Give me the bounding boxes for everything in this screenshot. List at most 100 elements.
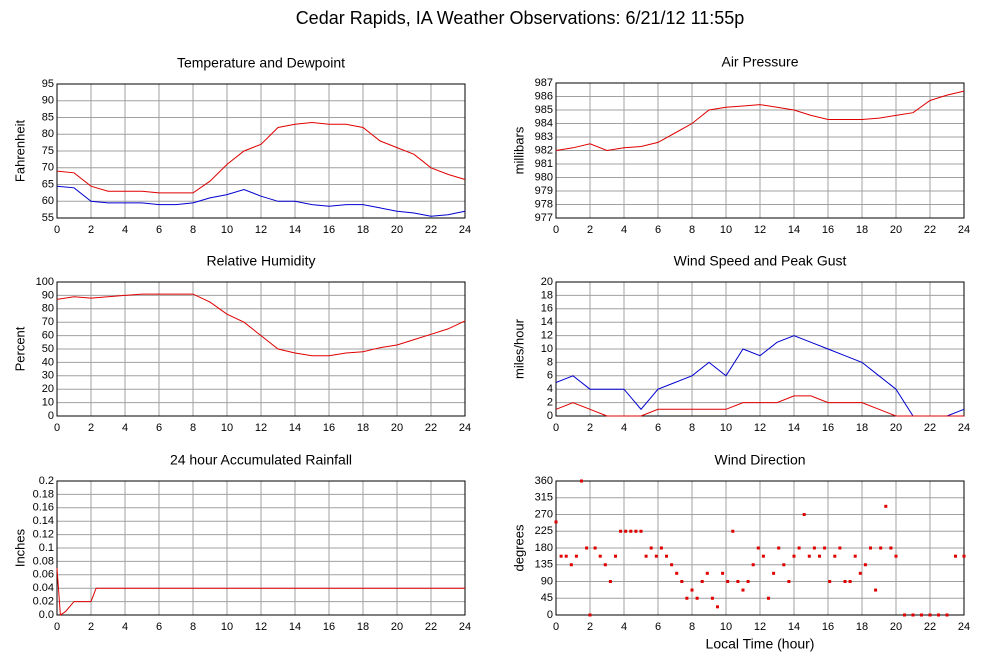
data-point	[726, 580, 730, 583]
data-point	[767, 596, 770, 600]
data-point	[746, 580, 750, 583]
y-tick-label: 30	[42, 370, 54, 382]
y-tick-label: 0.0	[39, 609, 54, 621]
data-point	[690, 588, 694, 592]
data-point	[792, 554, 796, 558]
x-tick-label: 18	[856, 422, 868, 434]
x-tick-label: 24	[958, 422, 970, 434]
y-tick-label: 0.2	[39, 475, 54, 487]
y-tick-label: 0.02	[33, 596, 54, 608]
y-tick-label: 70	[42, 162, 54, 174]
data-point	[593, 546, 597, 550]
x-tick-label: 2	[88, 621, 94, 633]
page-title: Cedar Rapids, IA Weather Observations: 6…	[296, 8, 745, 28]
y-tick-label: 983	[535, 131, 553, 143]
x-tick-label: 12	[255, 224, 267, 236]
y-tick-label: 60	[42, 330, 54, 342]
x-tick-label: 8	[689, 422, 695, 434]
y-tick-label: 180	[535, 542, 553, 554]
data-line	[555, 395, 964, 417]
y-tick-label: 0.1	[39, 542, 54, 554]
x-tick-label: 14	[788, 621, 800, 633]
y-tick-label: 270	[535, 508, 553, 520]
y-tick-label: 360	[535, 475, 553, 487]
data-point	[569, 563, 573, 567]
y-tick-label: 0.08	[33, 555, 54, 567]
x-tick-label: 10	[221, 621, 233, 633]
data-point	[649, 546, 653, 550]
x-tick-label: 0	[54, 621, 60, 633]
data-point	[937, 613, 940, 617]
data-point	[911, 613, 915, 617]
chart-title: Temperature and Dewpoint	[177, 55, 345, 71]
x-tick-label: 14	[289, 224, 301, 236]
data-point	[639, 529, 643, 533]
data-point	[772, 571, 776, 575]
data-point	[879, 546, 883, 550]
x-tick-label: 12	[754, 422, 766, 434]
data-point	[741, 588, 745, 592]
x-tick-label: 4	[621, 621, 627, 633]
x-tick-label: 4	[621, 224, 627, 236]
x-tick-label: 8	[190, 422, 196, 434]
x-tick-label: 16	[323, 422, 335, 434]
data-point	[598, 554, 602, 558]
data-point	[721, 571, 725, 575]
data-point	[797, 546, 801, 550]
x-tick-label: 22	[425, 621, 437, 633]
x-tick-label: 6	[655, 621, 661, 633]
x-tick-label: 12	[255, 422, 267, 434]
y-tick-label: 6	[547, 370, 553, 382]
x-tick-label: 10	[221, 422, 233, 434]
x-tick-label: 14	[289, 422, 301, 434]
x-tick-label: 20	[890, 422, 902, 434]
y-tick-label: 14	[541, 316, 553, 328]
y-tick-label: 225	[535, 525, 553, 537]
y-tick-label: 85	[42, 111, 54, 123]
data-point	[608, 580, 612, 583]
x-tick-label: 0	[553, 224, 559, 236]
data-point	[634, 529, 638, 533]
x-tick-label: 24	[459, 422, 471, 434]
y-axis-label: Percent	[12, 326, 27, 371]
x-tick-label: 2	[587, 422, 593, 434]
x-tick-label: 24	[958, 621, 970, 633]
data-point	[705, 571, 709, 575]
x-tick-label: 10	[720, 224, 732, 236]
chart-title: 24 hour Accumulated Rainfall	[170, 452, 352, 468]
x-tick-label: 4	[621, 422, 627, 434]
x-tick-label: 22	[425, 224, 437, 236]
data-point	[782, 563, 786, 567]
data-point	[777, 546, 781, 550]
x-tick-label: 20	[890, 224, 902, 236]
x-tick-label: 4	[122, 621, 128, 633]
y-tick-label: 10	[42, 397, 54, 409]
x-tick-label: 16	[323, 621, 335, 633]
y-tick-label: 75	[42, 145, 54, 157]
x-tick-label: 22	[425, 422, 437, 434]
x-tick-label: 10	[720, 422, 732, 434]
data-point	[603, 563, 607, 567]
x-tick-label: 18	[856, 224, 868, 236]
data-point	[954, 554, 957, 558]
y-tick-label: 8	[547, 356, 553, 368]
y-tick-label: 100	[36, 276, 54, 288]
y-tick-label: 55	[42, 212, 54, 224]
x-tick-label: 0	[553, 621, 559, 633]
y-tick-label: 982	[535, 144, 553, 156]
data-point	[685, 596, 689, 600]
y-tick-label: 0.18	[33, 488, 54, 500]
x-tick-label: 6	[655, 224, 661, 236]
y-tick-label: 20	[541, 276, 553, 288]
data-point	[619, 529, 623, 533]
y-tick-label: 4	[547, 383, 553, 395]
x-tick-label: 20	[391, 422, 403, 434]
data-line	[555, 335, 965, 417]
y-axis-label: degrees	[511, 524, 526, 571]
data-point	[853, 554, 857, 558]
x-tick-label: 0	[54, 422, 60, 434]
x-tick-label: 12	[754, 224, 766, 236]
x-tick-label: 20	[391, 621, 403, 633]
data-point	[695, 596, 699, 600]
y-tick-label: 0	[48, 410, 54, 422]
